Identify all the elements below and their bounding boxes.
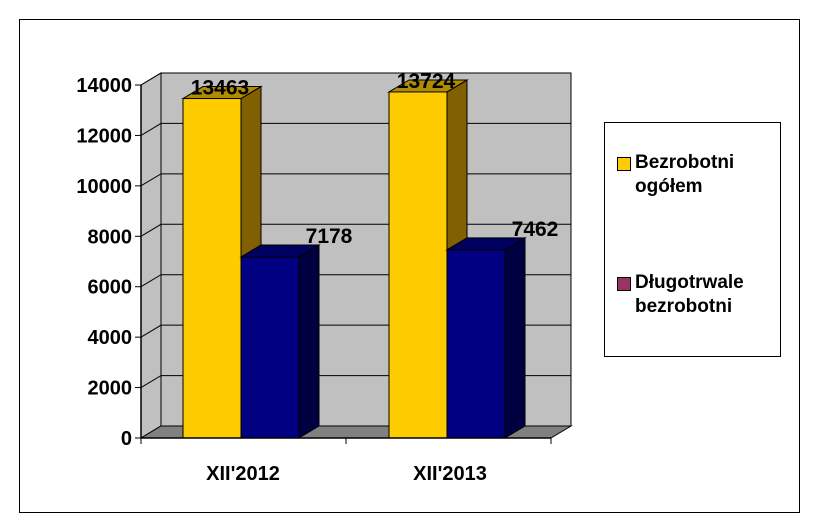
gridline <box>140 72 571 86</box>
data-labels: 13463 7178 13724 7462 <box>191 70 559 248</box>
y-axis-ticks: 0 2000 4000 6000 8000 10000 12000 14000 <box>76 75 132 450</box>
x-category-label: XII'2012 <box>206 463 280 485</box>
bar <box>446 249 506 439</box>
chart-frame <box>19 19 800 513</box>
y-tick-label: 12000 <box>76 125 132 147</box>
y-tick-label: 6000 <box>88 277 133 299</box>
y-tick-label: 4000 <box>88 327 133 349</box>
y-tick-label: 14000 <box>76 75 132 97</box>
legend: Bezrobotni ogółem Długotrwale bezrobotni <box>604 122 781 357</box>
x-axis-categories: XII'2012 XII'2013 <box>206 463 487 485</box>
legend-label: Długotrwale bezrobotni <box>635 272 744 317</box>
bar-side <box>298 244 320 439</box>
legend-item-long-term: Długotrwale bezrobotni <box>617 271 780 319</box>
data-label: 7462 <box>512 218 559 241</box>
bar <box>182 98 242 439</box>
side-wall <box>140 72 162 439</box>
y-tick-label: 8000 <box>88 226 133 248</box>
data-label: 13724 <box>397 70 456 93</box>
y-tick-label: 2000 <box>88 378 133 400</box>
legend-item-total: Bezrobotni ogółem <box>617 151 780 199</box>
legend-swatch-purple <box>617 277 631 291</box>
bar <box>388 91 448 439</box>
bar-side <box>504 236 526 439</box>
x-category-label: XII'2013 <box>413 463 487 485</box>
bar <box>240 256 300 439</box>
data-label: 7178 <box>306 225 353 248</box>
legend-label: Bezrobotni ogółem <box>635 152 735 197</box>
legend-swatch-yellow <box>617 157 631 171</box>
y-tick-label: 0 <box>121 428 132 450</box>
axes <box>135 84 552 444</box>
bars <box>181 79 527 439</box>
data-label: 13463 <box>191 77 249 100</box>
y-tick-label: 10000 <box>76 176 132 198</box>
